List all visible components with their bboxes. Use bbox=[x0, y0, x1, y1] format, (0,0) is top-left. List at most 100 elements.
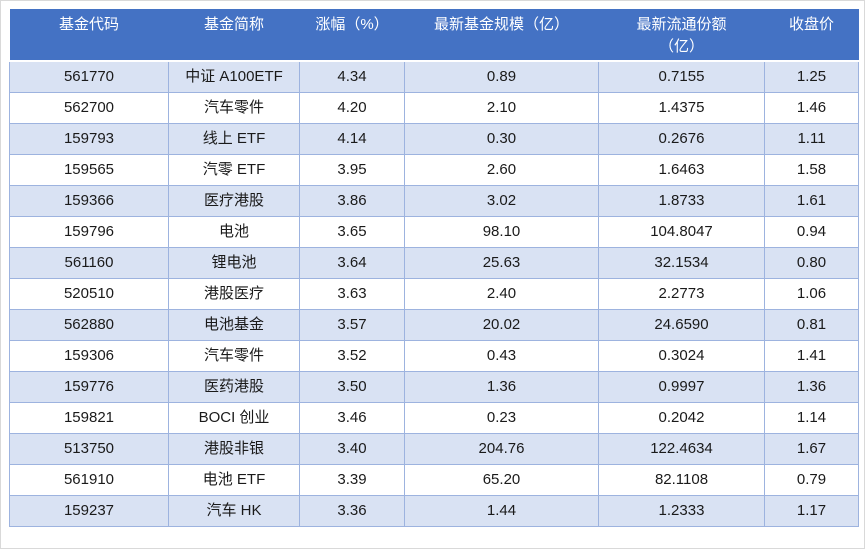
cell-close: 1.46 bbox=[764, 91, 859, 124]
table-row: 561160 锂电池 3.64 25.63 32.1534 0.80 bbox=[9, 246, 859, 279]
fund-table: 基金代码 基金简称 涨幅（%） 最新基金规模（亿） 最新流通份额 （亿） 收盘价 56177… bbox=[9, 9, 859, 527]
cell-change: 3.86 bbox=[299, 184, 405, 217]
cell-shares: 24.6590 bbox=[598, 308, 765, 341]
cell-name: 锂电池 bbox=[168, 246, 300, 279]
cell-name: 电池 bbox=[168, 215, 300, 248]
table-row: 159306 汽车零件 3.52 0.43 0.3024 1.41 bbox=[9, 339, 859, 372]
cell-shares: 0.2042 bbox=[598, 401, 765, 434]
cell-name: 港股非银 bbox=[168, 432, 300, 465]
cell-name: 汽车零件 bbox=[168, 91, 300, 124]
cell-close: 1.36 bbox=[764, 370, 859, 403]
cell-close: 1.25 bbox=[764, 60, 859, 93]
cell-shares: 1.2333 bbox=[598, 494, 765, 527]
column-header-label: 基金简称 bbox=[203, 16, 264, 33]
cell-close: 1.41 bbox=[764, 339, 859, 372]
cell-shares: 122.4634 bbox=[598, 432, 765, 465]
column-header-label: 最新流通份额 bbox=[636, 16, 727, 33]
cell-shares: 82.1108 bbox=[598, 463, 765, 496]
cell-scale: 25.63 bbox=[404, 246, 599, 279]
cell-code: 159776 bbox=[9, 370, 169, 403]
cell-change: 3.64 bbox=[299, 246, 405, 279]
cell-scale: 0.30 bbox=[404, 122, 599, 155]
cell-change: 3.63 bbox=[299, 277, 405, 310]
column-header-label: 收盘价 bbox=[788, 16, 834, 33]
cell-shares: 0.3024 bbox=[598, 339, 765, 372]
cell-close: 1.14 bbox=[764, 401, 859, 434]
cell-code: 561770 bbox=[9, 60, 169, 93]
table-row: 562880 电池基金 3.57 20.02 24.6590 0.81 bbox=[9, 308, 859, 341]
column-header-label: 最新基金规模（亿） bbox=[433, 16, 569, 33]
cell-change: 3.95 bbox=[299, 153, 405, 186]
cell-scale: 2.10 bbox=[404, 91, 599, 124]
cell-change: 3.40 bbox=[299, 432, 405, 465]
table-row: 159796 电池 3.65 98.10 104.8047 0.94 bbox=[9, 215, 859, 248]
cell-scale: 98.10 bbox=[404, 215, 599, 248]
cell-close: 1.58 bbox=[764, 153, 859, 186]
header-row: 基金代码 基金简称 涨幅（%） 最新基金规模（亿） 最新流通份额 （亿） 收盘价 bbox=[9, 9, 859, 62]
cell-close: 1.11 bbox=[764, 122, 859, 155]
column-header-close: 收盘价 bbox=[764, 9, 859, 62]
cell-name: 汽零 ETF bbox=[168, 153, 300, 186]
cell-close: 1.17 bbox=[764, 494, 859, 527]
cell-change: 3.50 bbox=[299, 370, 405, 403]
cell-change: 3.57 bbox=[299, 308, 405, 341]
cell-shares: 0.2676 bbox=[598, 122, 765, 155]
cell-code: 561910 bbox=[9, 463, 169, 496]
cell-name: 汽车 HK bbox=[168, 494, 300, 527]
cell-change: 3.65 bbox=[299, 215, 405, 248]
cell-shares: 1.6463 bbox=[598, 153, 765, 186]
cell-shares: 0.7155 bbox=[598, 60, 765, 93]
cell-scale: 1.44 bbox=[404, 494, 599, 527]
cell-shares: 1.4375 bbox=[598, 91, 765, 124]
cell-name: 医疗港股 bbox=[168, 184, 300, 217]
cell-close: 1.06 bbox=[764, 277, 859, 310]
table-row: 159793 线上 ETF 4.14 0.30 0.2676 1.11 bbox=[9, 122, 859, 155]
cell-scale: 65.20 bbox=[404, 463, 599, 496]
cell-name: 汽车零件 bbox=[168, 339, 300, 372]
cell-change: 3.52 bbox=[299, 339, 405, 372]
cell-name: 中证 A100ETF bbox=[168, 60, 300, 93]
cell-close: 0.80 bbox=[764, 246, 859, 279]
cell-code: 520510 bbox=[9, 277, 169, 310]
table-header: 基金代码 基金简称 涨幅（%） 最新基金规模（亿） 最新流通份额 （亿） 收盘价 bbox=[9, 9, 859, 62]
table-row: 562700 汽车零件 4.20 2.10 1.4375 1.46 bbox=[9, 91, 859, 124]
cell-code: 159306 bbox=[9, 339, 169, 372]
cell-code: 562700 bbox=[9, 91, 169, 124]
cell-close: 1.67 bbox=[764, 432, 859, 465]
cell-change: 3.39 bbox=[299, 463, 405, 496]
cell-name: 电池基金 bbox=[168, 308, 300, 341]
column-header-shares: 最新流通份额 （亿） bbox=[598, 9, 765, 62]
column-header-label-line2: （亿） bbox=[658, 38, 704, 55]
cell-shares: 0.9997 bbox=[598, 370, 765, 403]
cell-close: 1.61 bbox=[764, 184, 859, 217]
cell-name: 港股医疗 bbox=[168, 277, 300, 310]
table-row: 561770 中证 A100ETF 4.34 0.89 0.7155 1.25 bbox=[9, 60, 859, 93]
cell-close: 0.79 bbox=[764, 463, 859, 496]
cell-scale: 3.02 bbox=[404, 184, 599, 217]
cell-close: 0.81 bbox=[764, 308, 859, 341]
cell-scale: 204.76 bbox=[404, 432, 599, 465]
column-header-name: 基金简称 bbox=[168, 9, 300, 62]
cell-code: 513750 bbox=[9, 432, 169, 465]
cell-scale: 0.23 bbox=[404, 401, 599, 434]
cell-scale: 0.89 bbox=[404, 60, 599, 93]
cell-change: 4.14 bbox=[299, 122, 405, 155]
cell-code: 159366 bbox=[9, 184, 169, 217]
table-row: 159821 BOCI 创业 3.46 0.23 0.2042 1.14 bbox=[9, 401, 859, 434]
table-body: 561770 中证 A100ETF 4.34 0.89 0.7155 1.25 562700… bbox=[9, 60, 859, 527]
column-header-change: 涨幅（%） bbox=[299, 9, 405, 62]
cell-scale: 1.36 bbox=[404, 370, 599, 403]
column-header-code: 基金代码 bbox=[9, 9, 169, 62]
cell-scale: 2.40 bbox=[404, 277, 599, 310]
cell-name: 线上 ETF bbox=[168, 122, 300, 155]
cell-code: 159793 bbox=[9, 122, 169, 155]
cell-shares: 1.8733 bbox=[598, 184, 765, 217]
cell-close: 0.94 bbox=[764, 215, 859, 248]
cell-shares: 2.2773 bbox=[598, 277, 765, 310]
cell-code: 159237 bbox=[9, 494, 169, 527]
cell-scale: 0.43 bbox=[404, 339, 599, 372]
table-row: 159565 汽零 ETF 3.95 2.60 1.6463 1.58 bbox=[9, 153, 859, 186]
cell-change: 3.46 bbox=[299, 401, 405, 434]
cell-scale: 2.60 bbox=[404, 153, 599, 186]
